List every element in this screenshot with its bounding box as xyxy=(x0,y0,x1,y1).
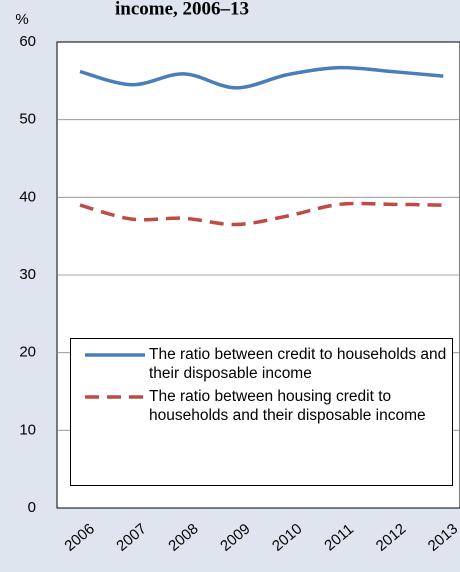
y-tick-label: 40 xyxy=(19,188,36,205)
y-tick-label: 20 xyxy=(19,344,36,361)
legend-label: The ratio between credit to households a… xyxy=(149,346,447,382)
series-line xyxy=(79,65,444,90)
x-tick-label: 2010 xyxy=(269,520,305,554)
y-tick-label: 0 xyxy=(28,499,36,516)
x-tick-label: 2007 xyxy=(113,520,149,554)
legend-entry: The ratio between housing credit to hous… xyxy=(71,387,452,425)
y-tick-label: 10 xyxy=(19,421,36,438)
x-tick-label: 2012 xyxy=(373,520,409,554)
x-tick-label: 2006 xyxy=(61,520,97,554)
y-tick-label: 30 xyxy=(19,266,36,283)
x-tick-label: 2008 xyxy=(165,520,201,554)
y-tick-label: 60 xyxy=(19,33,36,50)
x-tick-label: 2013 xyxy=(425,520,460,554)
legend: The ratio between credit to households a… xyxy=(70,338,453,486)
chart-title: income, 2006–13 xyxy=(115,0,249,19)
legend-label: The ratio between housing credit to hous… xyxy=(149,388,426,424)
legend-swatch xyxy=(85,353,145,357)
y-tick-label: 50 xyxy=(19,111,36,128)
series-line xyxy=(79,201,444,227)
legend-entry: The ratio between credit to households a… xyxy=(71,345,452,383)
x-tick-label: 2011 xyxy=(321,521,357,555)
y-axis-label: % xyxy=(15,11,28,28)
legend-swatch xyxy=(85,395,145,399)
x-tick-label: 2009 xyxy=(217,520,253,554)
